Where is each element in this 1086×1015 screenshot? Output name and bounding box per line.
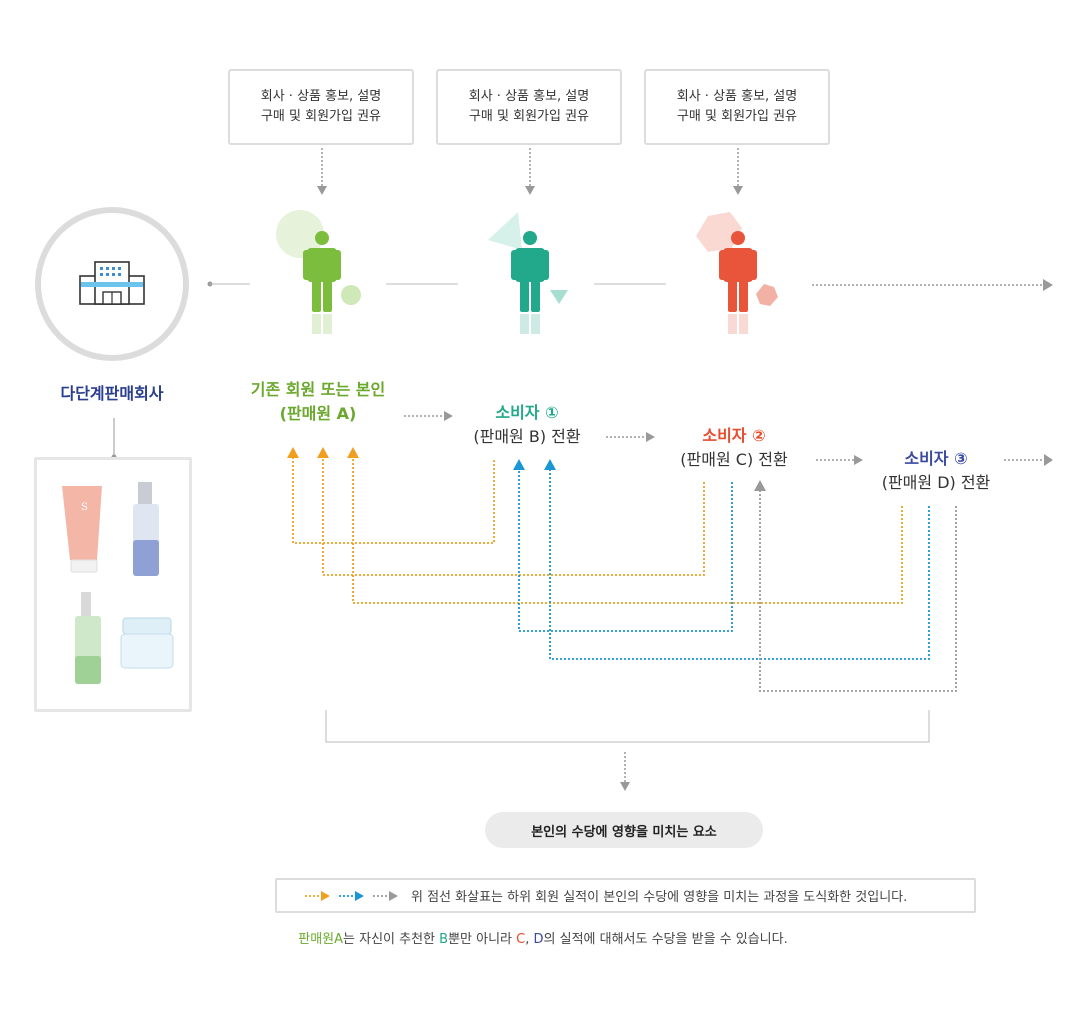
note-b: B: [439, 932, 449, 947]
orange-feedback-arrows: [292, 458, 903, 604]
promo-line-2: 구매 및 회원가입 권유: [676, 109, 798, 124]
footnote: 판매원A는 자신이 추천한 B뿐만 아니라 C, D의 실적에 대해서도 수당을…: [0, 928, 1086, 947]
note-seller-a: 판매원A: [298, 932, 344, 947]
cream-jar-image: [120, 617, 174, 669]
node-d-subtitle: (판매원 D) 전환: [881, 473, 991, 492]
promo-box-3: 회사 · 상품 홍보, 설명 구매 및 회원가입 권유: [644, 69, 830, 145]
gray-feedback-arrow: [759, 491, 957, 692]
legend-text: 위 점선 화살표는 하위 회원 실적이 본인의 수당에 영향을 미치는 과정을 …: [411, 890, 908, 905]
legend-box: 위 점선 화살표는 하위 회원 실적이 본인의 수당에 영향을 미치는 과정을 …: [275, 878, 976, 913]
note-c: C: [516, 932, 526, 947]
blue-bottle-image: [133, 482, 159, 576]
node-c-title: 소비자 ②: [702, 426, 766, 445]
promo-line-1: 회사 · 상품 홍보, 설명: [468, 89, 590, 104]
product-images: S: [62, 482, 174, 684]
result-bracket: [325, 710, 930, 743]
promo-arrows: [321, 148, 739, 186]
note-text: 는 자신이 추천한: [343, 932, 440, 947]
promo-line-2: 구매 및 회원가입 권유: [468, 109, 590, 124]
green-bottle-image: [75, 592, 101, 684]
promo-line-2: 구매 및 회원가입 권유: [260, 109, 382, 124]
node-d-label: 소비자 ③ (판매원 D) 전환: [864, 447, 1008, 495]
note-d: D: [533, 932, 544, 947]
node-c-subtitle: (판매원 C) 전환: [680, 450, 788, 469]
node-a-subtitle: (판매원 A): [279, 404, 357, 423]
node-b-label: 소비자 ① (판매원 B) 전환: [455, 401, 599, 449]
person-b-icon: [488, 212, 568, 334]
blue-feedback-arrows: [518, 470, 930, 660]
company-label: 다단계판매회사: [60, 384, 164, 403]
node-d-title: 소비자 ③: [904, 449, 968, 468]
person-c-icon: [696, 212, 778, 334]
legend-arrows-icon: [305, 891, 398, 901]
products-box: S: [34, 457, 192, 712]
promo-line-1: 회사 · 상품 홍보, 설명: [260, 89, 382, 104]
pink-tube-image: S: [62, 486, 102, 573]
node-b-title: 소비자 ①: [495, 403, 559, 422]
node-a-title: 기존 회원 또는 본인: [250, 380, 386, 399]
node-a-label: 기존 회원 또는 본인 (판매원 A): [233, 378, 403, 426]
company-icon: [35, 207, 189, 361]
label-arrows: [404, 415, 1044, 461]
person-a-icon: [276, 210, 361, 334]
promo-box-2: 회사 · 상품 홍보, 설명 구매 및 회원가입 권유: [436, 69, 622, 145]
node-b-subtitle: (판매원 B) 전환: [473, 427, 581, 446]
note-text: ,: [525, 932, 534, 947]
node-c-label: 소비자 ② (판매원 C) 전환: [662, 424, 806, 472]
note-text: 의 실적에 대해서도 수당을 받을 수 있습니다.: [543, 932, 788, 947]
result-pill: 본인의 수당에 영향을 미치는 요소: [485, 812, 763, 848]
svg-text:S: S: [81, 502, 88, 513]
note-text: 뿐만 아니라: [448, 932, 517, 947]
promo-box-1: 회사 · 상품 홍보, 설명 구매 및 회원가입 권유: [228, 69, 414, 145]
promo-line-1: 회사 · 상품 홍보, 설명: [676, 89, 798, 104]
